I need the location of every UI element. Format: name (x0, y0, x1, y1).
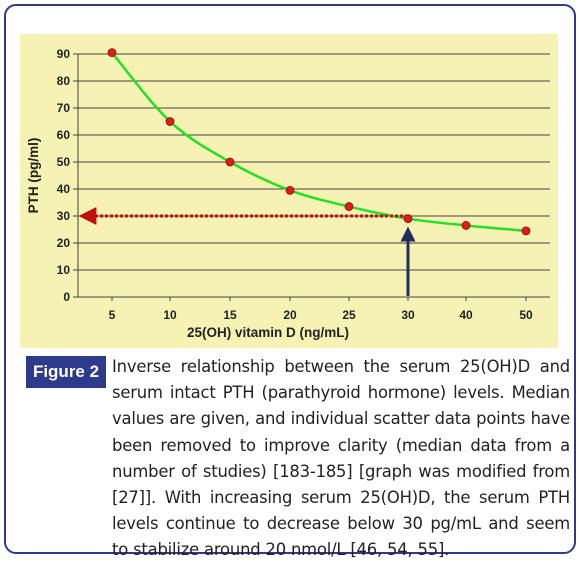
x-tick-label: 50 (519, 308, 533, 322)
figure-label: Figure 2 (26, 356, 106, 388)
data-point (521, 226, 531, 236)
x-tick-label: 5 (109, 308, 116, 322)
x-tick-label: 10 (163, 308, 177, 322)
data-point (225, 157, 235, 167)
x-tick-label: 30 (401, 308, 415, 322)
y-tick-label: 30 (57, 209, 71, 223)
data-point (165, 117, 175, 126)
y-tick-label: 70 (57, 101, 71, 115)
y-tick-label: 50 (57, 155, 71, 169)
y-tick-label: 20 (57, 236, 71, 250)
chart-area: 0 10 20 30 40 50 60 70 80 90 5 10 15 20 25 30 40 50 25(OH)… (20, 34, 558, 348)
data-point (344, 202, 354, 211)
y-tick-label: 10 (57, 263, 71, 277)
x-axis-title: 25(OH) vitamin D (ng/mL) (187, 325, 349, 340)
x-tick-label: 40 (459, 308, 473, 322)
pth-vitamin-d-chart: 0 10 20 30 40 50 60 70 80 90 5 10 15 20 25 30 40 50 25(OH)… (26, 47, 550, 340)
figure-card: 0 10 20 30 40 50 60 70 80 90 5 10 15 20 25 30 40 50 25(OH)… (4, 4, 576, 559)
caption-text: Inverse relationship between the serum 2… (112, 357, 570, 560)
data-point (285, 185, 295, 195)
data-point (461, 221, 471, 230)
figure-caption: Figure 2 Inverse relationship between th… (20, 354, 572, 559)
y-tick-label: 40 (57, 182, 71, 196)
x-tick-label: 20 (283, 308, 297, 322)
y-tick-label: 80 (57, 74, 71, 88)
y-tick-label: 0 (63, 290, 70, 304)
y-tick-label: 90 (57, 47, 71, 61)
series-line (111, 51, 527, 233)
y-tick-label: 60 (57, 128, 71, 142)
data-point (107, 48, 117, 58)
x-tick-label: 15 (223, 308, 237, 322)
x-tick-label: 25 (342, 308, 356, 322)
data-point (403, 214, 413, 224)
y-axis-title: PTH (pg/ml) (26, 138, 41, 214)
